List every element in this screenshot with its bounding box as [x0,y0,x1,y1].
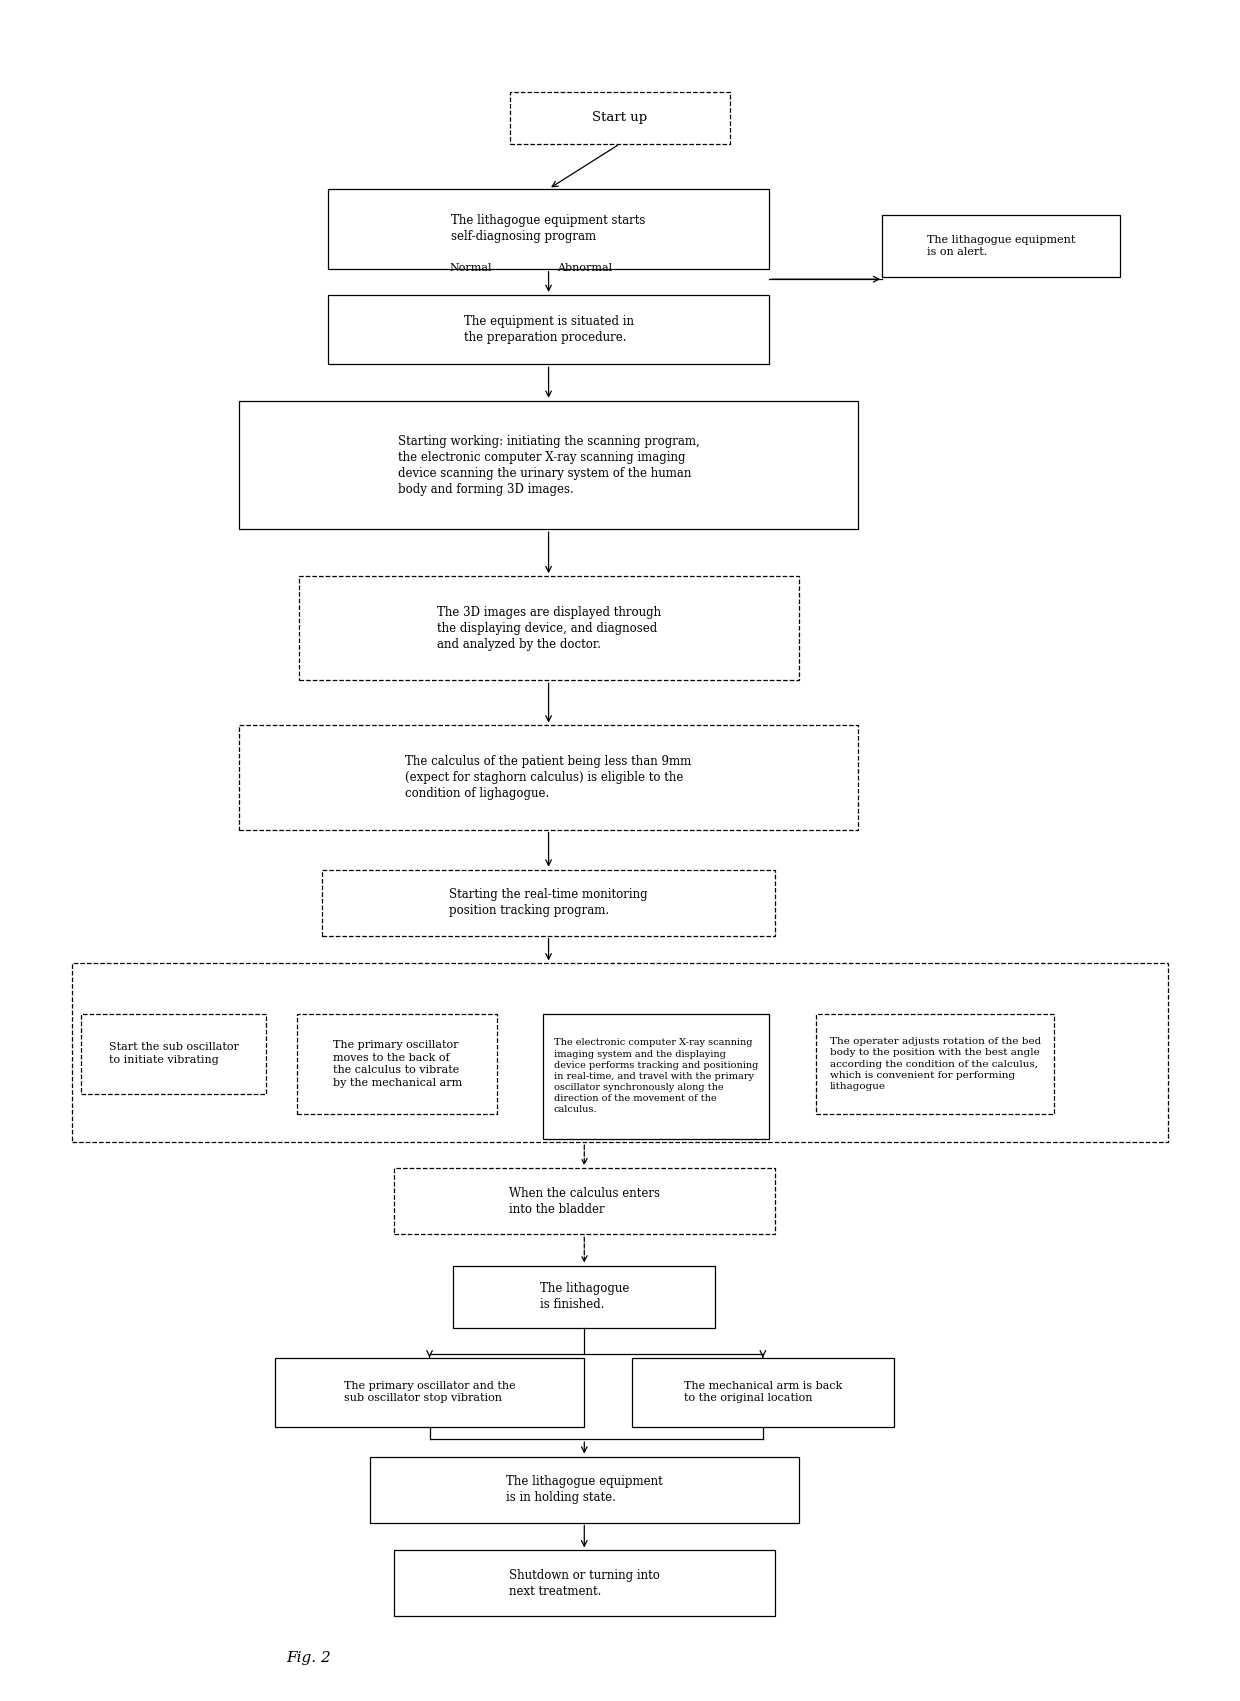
Text: The calculus of the patient being less than 9mm
(expect for staghorn calculus) i: The calculus of the patient being less t… [405,755,692,799]
FancyBboxPatch shape [510,92,730,145]
FancyBboxPatch shape [454,1266,715,1328]
Text: The primary oscillator and the
sub oscillator stop vibration: The primary oscillator and the sub oscil… [343,1381,516,1403]
Text: The primary oscillator
moves to the back of
the calculus to vibrate
by the mecha: The primary oscillator moves to the back… [332,1041,463,1087]
Text: The lithagogue equipment starts
self-diagnosing program: The lithagogue equipment starts self-dia… [451,214,646,243]
FancyBboxPatch shape [543,1014,769,1138]
FancyBboxPatch shape [394,1169,775,1235]
Text: Start up: Start up [593,111,647,124]
FancyBboxPatch shape [72,963,1168,1143]
Text: Abnormal: Abnormal [557,262,611,272]
Text: Fig. 2: Fig. 2 [286,1652,331,1665]
Text: The operater adjusts rotation of the bed
body to the position with the best angl: The operater adjusts rotation of the bed… [830,1038,1042,1090]
FancyBboxPatch shape [394,1550,775,1616]
FancyBboxPatch shape [239,401,858,529]
Text: Start the sub oscillator
to initiate vibrating: Start the sub oscillator to initiate vib… [109,1043,238,1065]
FancyBboxPatch shape [816,1014,1054,1114]
FancyBboxPatch shape [329,294,769,364]
Text: The electronic computer X-ray scanning
imaging system and the displaying
device : The electronic computer X-ray scanning i… [553,1038,758,1114]
FancyBboxPatch shape [275,1357,584,1427]
Text: The lithagogue equipment
is in holding state.: The lithagogue equipment is in holding s… [506,1475,662,1504]
FancyBboxPatch shape [370,1456,799,1522]
Text: Starting the real-time monitoring
position tracking program.: Starting the real-time monitoring positi… [449,888,647,917]
Text: Normal: Normal [450,262,492,272]
Text: Shutdown or turning into
next treatment.: Shutdown or turning into next treatment. [508,1568,660,1597]
FancyBboxPatch shape [882,214,1120,277]
FancyBboxPatch shape [239,725,858,830]
Text: The mechanical arm is back
to the original location: The mechanical arm is back to the origin… [683,1381,842,1403]
FancyBboxPatch shape [632,1357,894,1427]
Text: The 3D images are displayed through
the displaying device, and diagnosed
and ana: The 3D images are displayed through the … [436,606,661,651]
Text: Starting working: initiating the scanning program,
the electronic computer X-ray: Starting working: initiating the scannin… [398,434,699,495]
FancyBboxPatch shape [299,577,799,680]
Text: The lithagogue
is finished.: The lithagogue is finished. [539,1283,629,1311]
FancyBboxPatch shape [322,869,775,936]
FancyBboxPatch shape [298,1014,497,1114]
Text: The equipment is situated in
the preparation procedure.: The equipment is situated in the prepara… [464,315,634,344]
Text: The lithagogue equipment
is on alert.: The lithagogue equipment is on alert. [926,235,1075,257]
FancyBboxPatch shape [329,189,769,269]
Text: When the calculus enters
into the bladder: When the calculus enters into the bladde… [508,1187,660,1216]
FancyBboxPatch shape [82,1014,265,1094]
